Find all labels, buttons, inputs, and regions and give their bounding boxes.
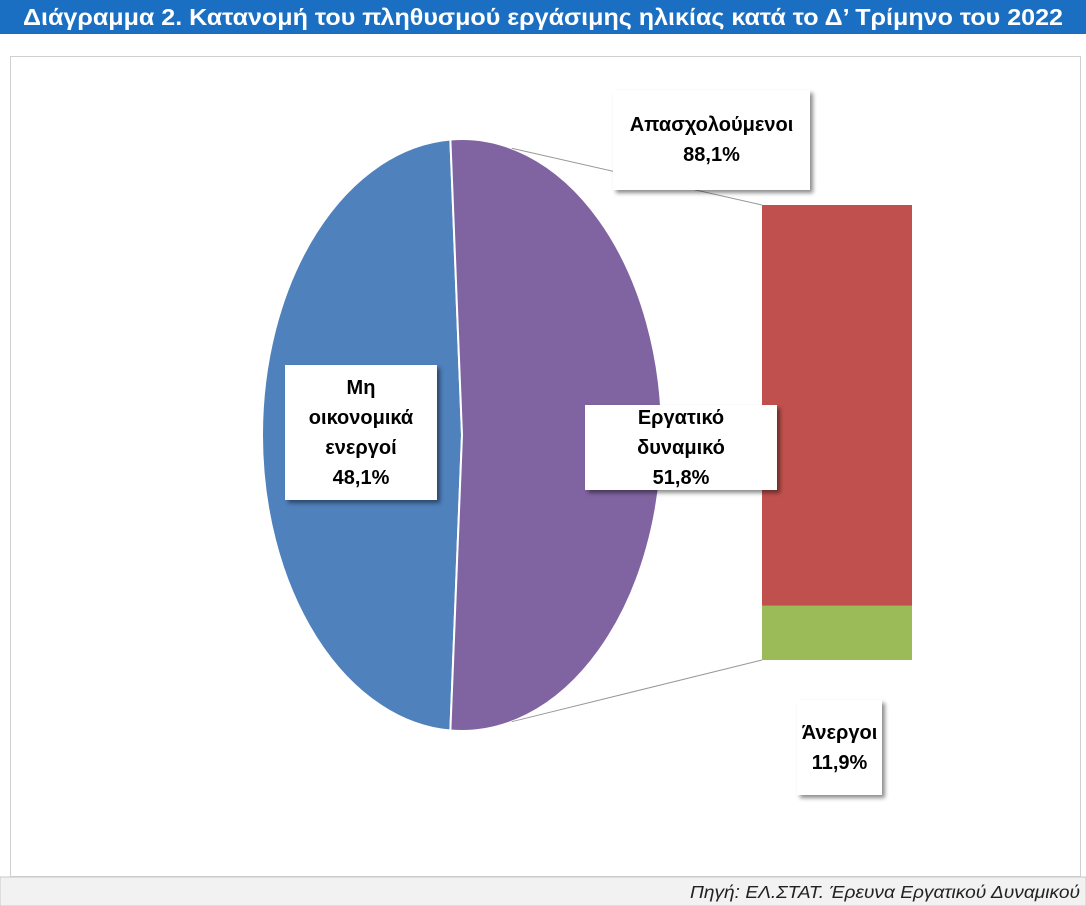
value-label: 51,8% [652, 466, 710, 489]
source: Πηγή: ΕΛ.ΣΤΑΤ. Έρευνα Εργατικού Δυναμικο… [690, 882, 1080, 902]
category-label: Εργατικό δυναμικό [637, 406, 725, 459]
connector-line [511, 659, 763, 723]
value-label: 88,1% [683, 144, 740, 166]
data-label: Εργατικό δυναμικό 51,8% [585, 405, 777, 490]
title-bar [0, 0, 1086, 34]
category-label: Μη οικονομικά ενεργοί [308, 376, 414, 459]
category-label: Άνεργοι [801, 721, 878, 744]
data-label: Μη οικονομικά ενεργοί 48,1% [285, 365, 437, 500]
data-label: Άνεργοι 11,9% [797, 700, 882, 795]
value-label: 11,9% [811, 751, 868, 774]
bar-segment [762, 205, 912, 606]
footer-bar [0, 876, 1086, 906]
value-label: 48,1% [332, 466, 390, 489]
category-label: Απασχολούμενοι [629, 114, 794, 136]
data-label: Απασχολούμενοι 88,1% [613, 90, 810, 190]
chart-title: Διάγραμμα 2. Κατανομή του πληθυσμού εργά… [23, 4, 1063, 30]
bar-segment [762, 605, 912, 660]
